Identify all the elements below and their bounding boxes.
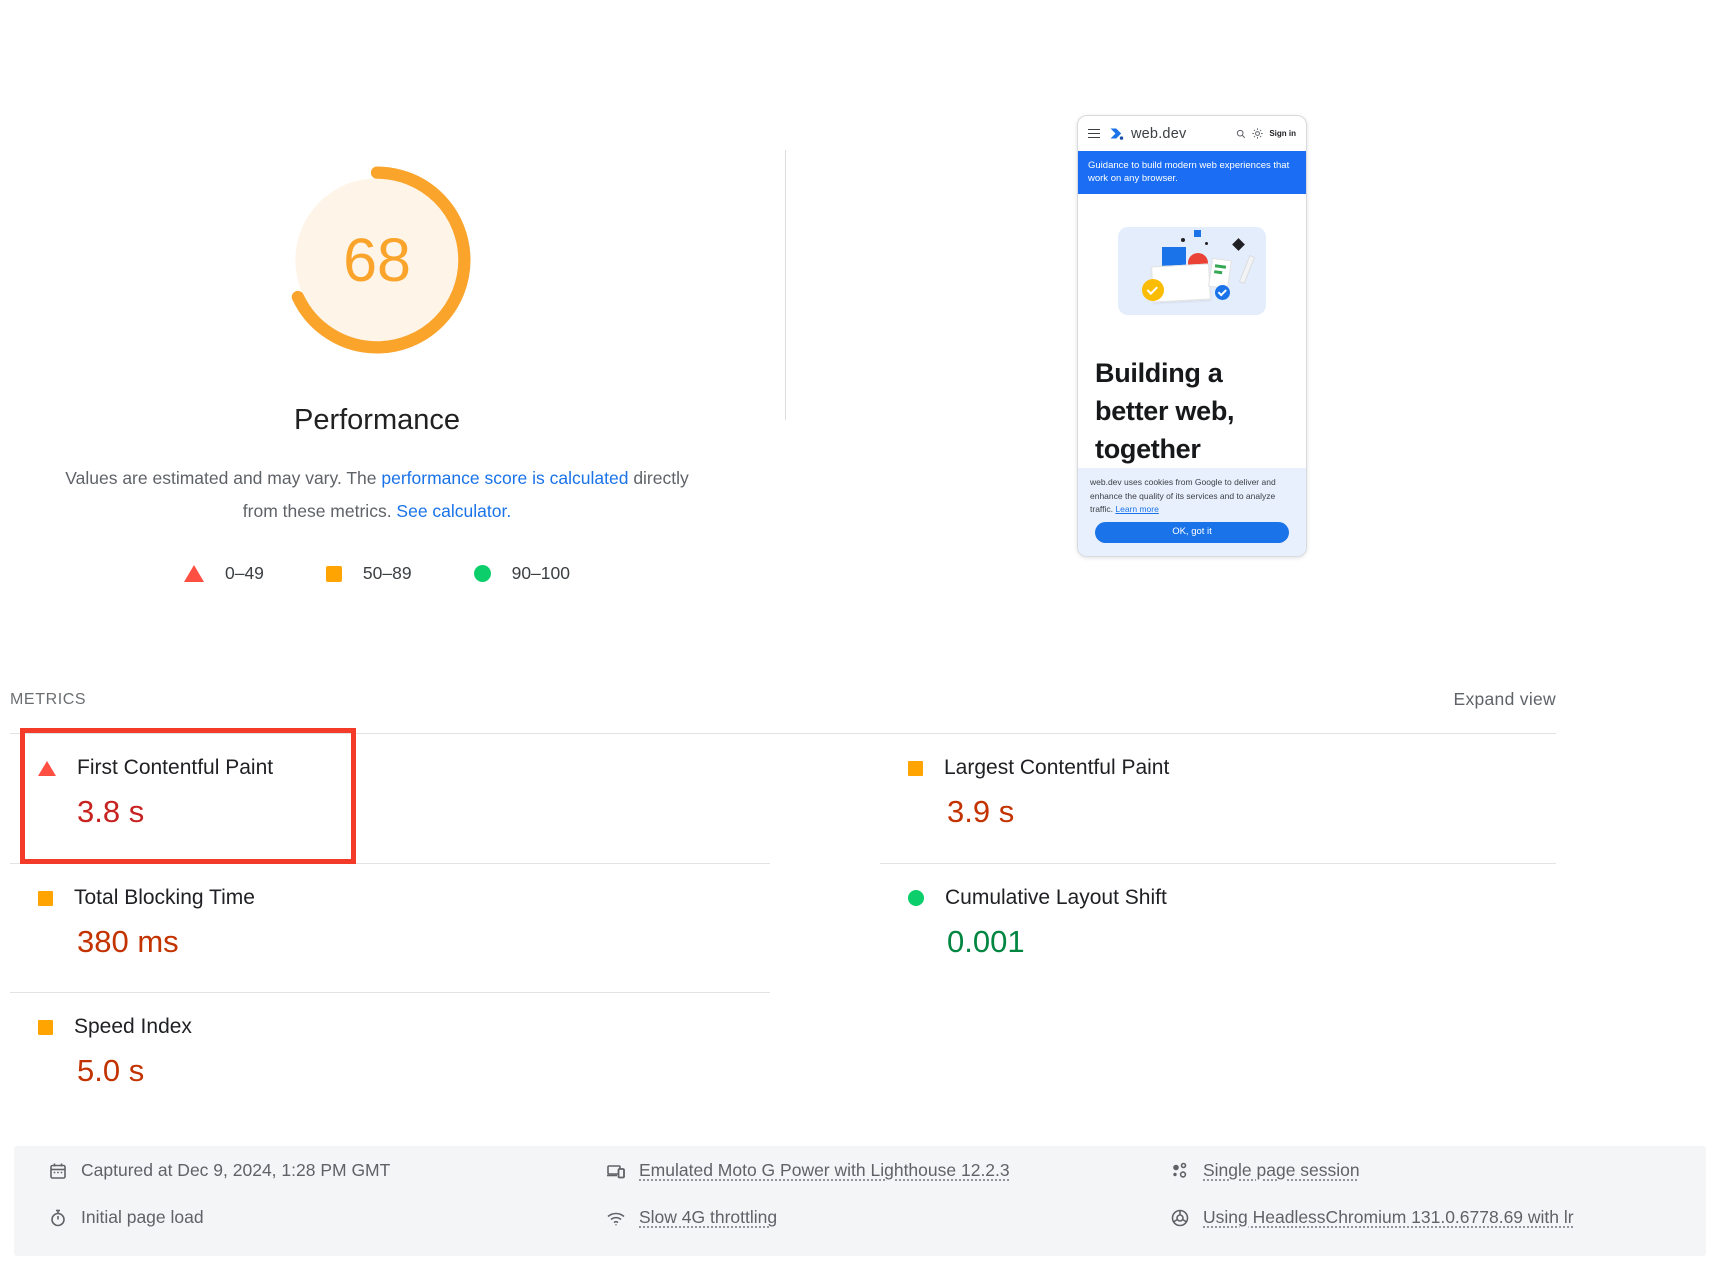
- session-item[interactable]: Single page session: [1170, 1160, 1360, 1181]
- site-banner: Guidance to build modern web experiences…: [1078, 151, 1306, 194]
- page-load-item: Initial page load: [48, 1207, 204, 1228]
- metric-total-blocking-time: Total Blocking Time 380 ms: [10, 863, 770, 991]
- screenshot-site-header: web.dev Sign in: [1078, 116, 1306, 151]
- site-hero-heading: Building a better web, together: [1095, 358, 1235, 464]
- cookie-text: web.dev uses cookies from Google to deli…: [1090, 477, 1276, 514]
- metric-label: Speed Index: [74, 1015, 192, 1038]
- gauge-arc-icon: [283, 166, 471, 354]
- average-square-icon: [38, 1019, 53, 1035]
- chromium-item[interactable]: Using HeadlessChromium 131.0.6778.69 wit…: [1170, 1207, 1574, 1228]
- page-screenshot-thumbnail: web.dev Sign in Guidance t: [1077, 115, 1307, 557]
- fcp-highlight-box: [20, 728, 356, 864]
- emulated-device-text[interactable]: Emulated Moto G Power with Lighthouse 12…: [639, 1160, 1010, 1180]
- legend-item-fail: 0–49: [183, 563, 264, 584]
- single-page-session-icon: [1173, 1162, 1187, 1178]
- description-text-1: Values are estimated and may vary. The: [65, 468, 382, 488]
- emulated-device-item[interactable]: Emulated Moto G Power with Lighthouse 12…: [606, 1160, 1010, 1181]
- hero-illustration: [1118, 227, 1266, 315]
- site-header-actions: Sign in: [1236, 128, 1296, 139]
- pass-circle-icon: [473, 565, 491, 582]
- score-description: Values are estimated and may vary. The p…: [47, 462, 707, 528]
- metric-value: 3.8 s: [77, 794, 145, 829]
- average-square-icon: [38, 890, 53, 906]
- expand-view-button[interactable]: Expand view: [1453, 689, 1556, 709]
- metric-label: First Contentful Paint: [77, 756, 274, 779]
- metric-label: Cumulative Layout Shift: [945, 886, 1167, 909]
- learn-more-link: Learn more: [1115, 504, 1159, 514]
- fail-triangle-icon: [183, 565, 204, 582]
- metrics-top-divider: [10, 733, 1556, 734]
- legend-item-pass: 90–100: [473, 563, 570, 584]
- chromium-browser-icon: [1171, 1209, 1189, 1226]
- metric-label: Largest Contentful Paint: [944, 756, 1170, 779]
- fail-triangle-icon: [38, 760, 56, 776]
- sign-in-label: Sign in: [1269, 129, 1296, 138]
- calendar-icon: [50, 1163, 66, 1179]
- metric-value: 3.9 s: [947, 794, 1015, 829]
- cookie-notice: web.dev uses cookies from Google to deli…: [1078, 468, 1306, 556]
- metrics-row-divider: [10, 863, 770, 864]
- metric-value: 0.001: [947, 924, 1025, 959]
- report-meta-footer: Captured at Dec 9, 2024, 1:28 PM GMT Ini…: [14, 1146, 1706, 1256]
- network-throttle-icon: [607, 1212, 625, 1226]
- metric-label: Total Blocking Time: [74, 886, 255, 909]
- performance-score-gauge[interactable]: 68: [279, 162, 475, 358]
- metric-speed-index: Speed Index 5.0 s: [10, 992, 770, 1120]
- metric-value: 380 ms: [77, 924, 179, 959]
- session-text[interactable]: Single page session: [1203, 1160, 1360, 1180]
- site-name: web.dev: [1131, 125, 1187, 142]
- legend-pass-range: 90–100: [511, 563, 570, 583]
- webdev-logo-icon: [1110, 128, 1124, 140]
- legend-fail-range: 0–49: [224, 563, 264, 583]
- cookie-ok-button: OK, got it: [1095, 521, 1289, 543]
- metrics-row-divider: [880, 863, 1556, 864]
- stopwatch-icon: [51, 1209, 65, 1226]
- score-legend: 0–49 50–89 90–100: [0, 563, 754, 584]
- column-divider: [785, 150, 786, 420]
- see-calculator-link[interactable]: See calculator.: [396, 501, 512, 521]
- legend-item-average: 50–89: [325, 563, 412, 584]
- throttling-text[interactable]: Slow 4G throttling: [639, 1207, 778, 1227]
- captured-at-text: Captured at Dec 9, 2024, 1:28 PM GMT: [81, 1160, 391, 1180]
- performance-category-title: Performance: [293, 404, 460, 436]
- hamburger-menu-icon: [1088, 128, 1100, 139]
- chromium-text[interactable]: Using HeadlessChromium 131.0.6778.69 wit…: [1203, 1207, 1574, 1227]
- pass-circle-icon: [908, 890, 924, 906]
- performance-score-value: 68: [343, 226, 411, 294]
- metric-value: 5.0 s: [77, 1053, 145, 1088]
- devices-icon: [607, 1164, 625, 1178]
- throttling-item[interactable]: Slow 4G throttling: [606, 1207, 777, 1228]
- performance-score-calculated-link[interactable]: performance score is calculated: [381, 468, 629, 488]
- captured-at-item: Captured at Dec 9, 2024, 1:28 PM GMT: [48, 1160, 390, 1181]
- legend-average-range: 50–89: [362, 563, 412, 583]
- search-icon: [1237, 129, 1246, 138]
- average-square-icon: [908, 760, 923, 776]
- description-text-2: directly from these metrics.: [242, 468, 689, 521]
- metrics-row-divider: [10, 992, 770, 993]
- average-square-icon: [325, 565, 342, 582]
- metric-cumulative-layout-shift: Cumulative Layout Shift 0.001: [880, 863, 1556, 991]
- metric-first-contentful-paint: First Contentful Paint 3.8 s: [10, 733, 770, 861]
- page-load-text: Initial page load: [81, 1207, 204, 1227]
- metric-largest-contentful-paint: Largest Contentful Paint 3.9 s: [880, 733, 1556, 861]
- theme-sun-icon: [1252, 128, 1263, 139]
- metrics-section-heading: METRICS: [10, 691, 87, 708]
